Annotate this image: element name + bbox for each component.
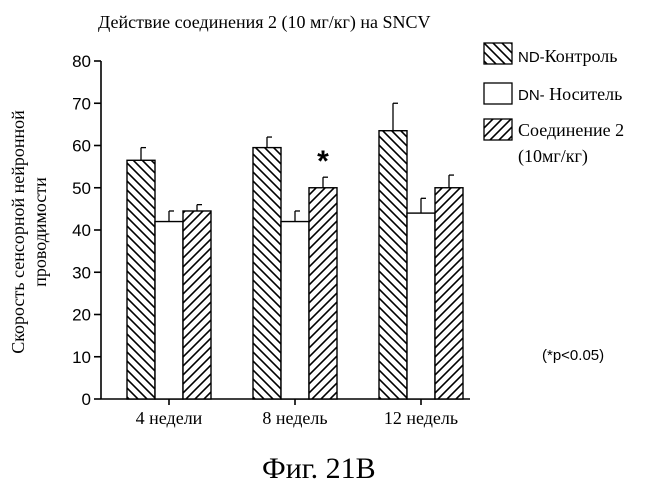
- x-tick-label: 4 недели: [136, 408, 203, 428]
- legend-label-nd-control: ND-Контроль: [518, 46, 617, 66]
- plot-area: 0 10 20 30 40 50 60 70 80 4 недели 8 недель 12 неде…: [72, 52, 470, 428]
- bar: [155, 222, 183, 399]
- x-tick-label: 12 недель: [384, 408, 458, 428]
- y-axis-label: Скорость сенсорной нейронной проводимост…: [8, 110, 50, 354]
- legend-text-vehicle: Носитель: [545, 84, 623, 104]
- y-tick-label: 30: [72, 263, 91, 282]
- y-tick-label: 50: [72, 179, 91, 198]
- y-tick-label: 0: [82, 390, 91, 409]
- y-tick-label: 60: [72, 137, 91, 156]
- figure-caption: Фиг. 21B: [262, 452, 376, 485]
- bar: [183, 211, 211, 399]
- bar: [309, 188, 337, 399]
- bar: [407, 213, 435, 399]
- y-axis-label-line2: проводимости: [30, 177, 50, 287]
- legend-swatch-nd-control: [484, 43, 512, 64]
- legend-swatch-dn-vehicle: [484, 83, 512, 104]
- bar: [253, 148, 281, 399]
- bar: [435, 188, 463, 399]
- legend-prefix-dn: DN-: [518, 87, 545, 104]
- bar: [281, 222, 309, 399]
- legend-label-dn-vehicle: DN- Носитель: [518, 84, 622, 104]
- significance-note: (*p<0.05): [542, 347, 604, 364]
- x-tick-label: 8 недель: [262, 408, 327, 428]
- legend-prefix-nd: ND-: [518, 49, 545, 66]
- y-axis-label-line1: Скорость сенсорной нейронной: [8, 110, 28, 354]
- legend-label-compound-2-dose: (10мг/кг): [518, 146, 588, 167]
- legend-swatch-compound-2: [484, 119, 512, 140]
- bar: [127, 160, 155, 399]
- y-tick-label: 20: [72, 306, 91, 325]
- bar: [379, 131, 407, 399]
- significance-asterisk: *: [317, 145, 329, 178]
- legend-label-compound-2: Соединение 2: [518, 120, 624, 140]
- y-tick-label: 70: [72, 94, 91, 113]
- chart-title: Действие соединения 2 (10 мг/кг) на SNCV: [98, 12, 431, 33]
- y-tick-label: 10: [72, 348, 91, 367]
- legend-text-control: Контроль: [545, 46, 618, 66]
- y-tick-label: 40: [72, 221, 91, 240]
- y-tick-label: 80: [72, 52, 91, 71]
- legend: ND-Контроль DN- Носитель Соединение 2 (1…: [484, 43, 624, 167]
